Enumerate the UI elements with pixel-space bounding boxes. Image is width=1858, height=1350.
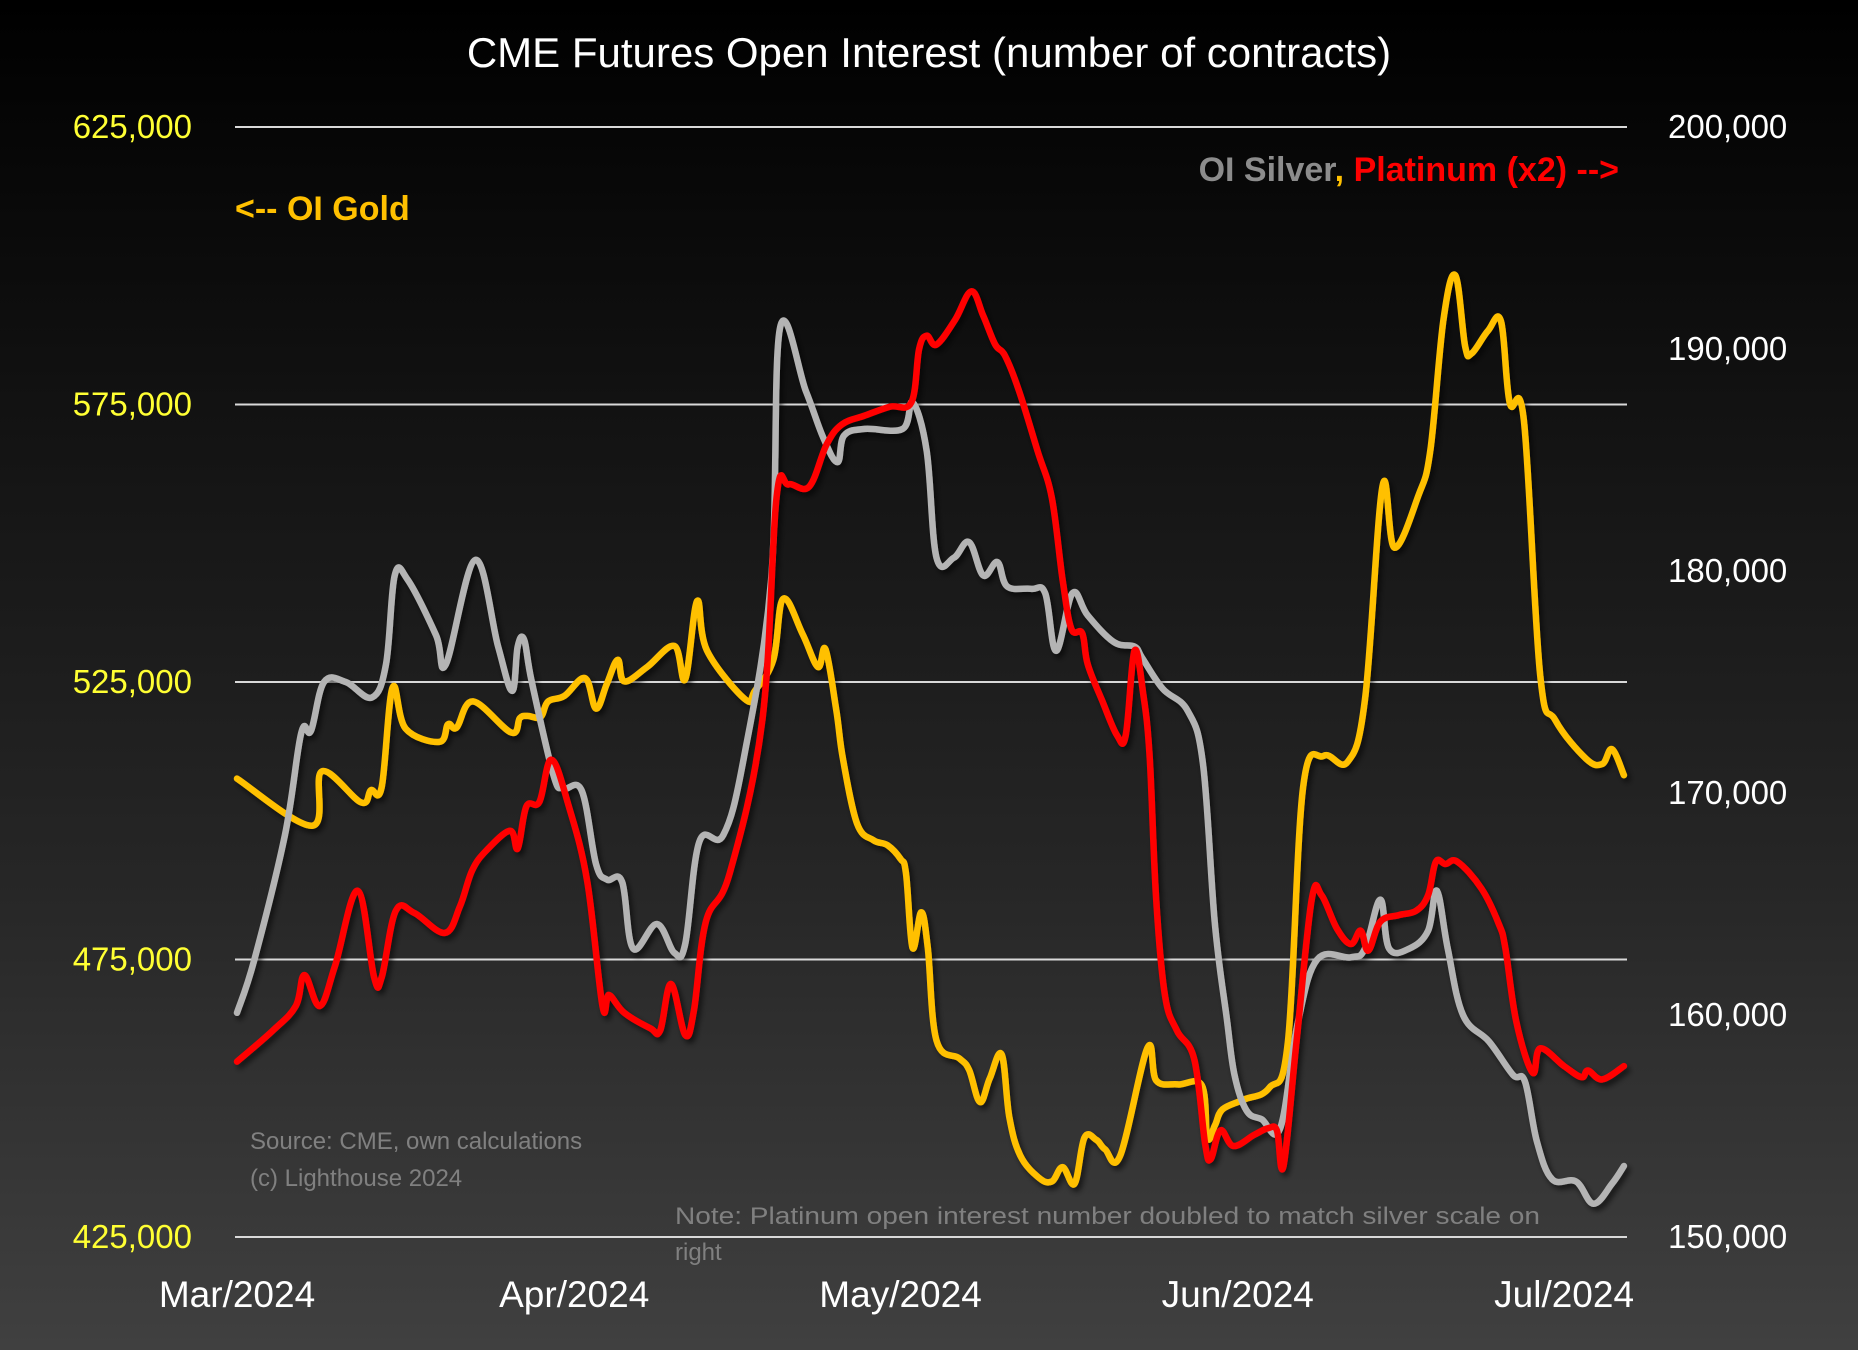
x-tick-label: May/2024 — [819, 1274, 982, 1315]
x-tick-label: Jun/2024 — [1162, 1274, 1314, 1315]
series-lines — [233, 271, 1628, 1207]
legend-platinum: Platinum (x2) --> — [1344, 151, 1619, 189]
legend-silver: OI Silver — [1199, 151, 1337, 189]
chart-title: CME Futures Open Interest (number of con… — [467, 29, 1391, 76]
y-left-tick-label: 625,000 — [73, 108, 192, 145]
y-right-tick-label: 180,000 — [1668, 552, 1787, 589]
source-line-1: Source: CME, own calculations — [250, 1128, 582, 1155]
legend-silver-platinum: OI Silver, Platinum (x2) --> — [1199, 151, 1619, 189]
series-line-oi-silver — [233, 317, 1628, 1207]
y-left-tick-label: 425,000 — [73, 1218, 192, 1255]
x-axis: Mar/2024 Apr/2024 May/2024 Jun/2024 Jul/2024 — [159, 1274, 1634, 1315]
source-line-2: (c) Lighthouse 2024 — [250, 1165, 462, 1192]
series-line-oi-gold — [233, 271, 1628, 1188]
y-left-tick-label: 475,000 — [73, 941, 192, 978]
x-tick-label: Jul/2024 — [1494, 1274, 1634, 1315]
legend-comma: , — [1335, 151, 1344, 189]
y-axis-left: 625,000 575,000 525,000 475,000 425,000 — [73, 108, 192, 1255]
y-left-tick-label: 575,000 — [73, 386, 192, 423]
gridlines — [235, 126, 1627, 1238]
note-line-1: Note: Platinum open interest number doub… — [675, 1203, 1540, 1230]
note-line-2: right — [675, 1239, 722, 1266]
legend-gold: <-- OI Gold — [235, 190, 410, 228]
y-axis-right: 200,000 190,000 180,000 170,000 160,000 150,0… — [1668, 108, 1787, 1255]
y-right-tick-label: 160,000 — [1668, 996, 1787, 1033]
series-line-platinum-x2 — [233, 288, 1628, 1173]
y-right-tick-label: 150,000 — [1668, 1218, 1787, 1255]
x-tick-label: Mar/2024 — [159, 1274, 315, 1315]
y-right-tick-label: 200,000 — [1668, 108, 1787, 145]
y-right-tick-label: 170,000 — [1668, 774, 1787, 811]
x-tick-label: Apr/2024 — [499, 1274, 649, 1315]
y-right-tick-label: 190,000 — [1668, 330, 1787, 367]
y-left-tick-label: 525,000 — [73, 663, 192, 700]
